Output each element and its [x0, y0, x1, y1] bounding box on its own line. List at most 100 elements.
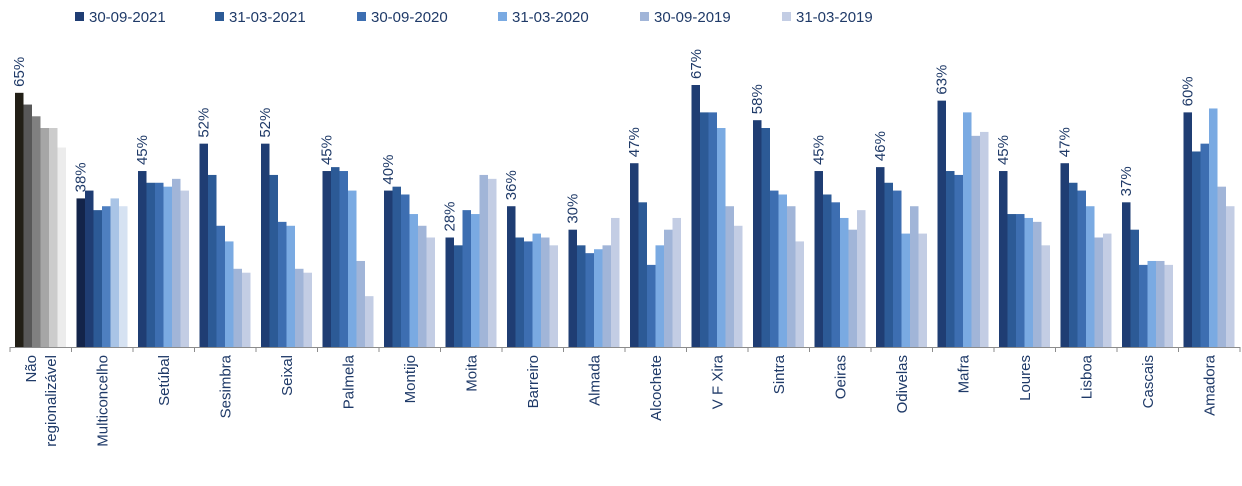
bar	[1217, 186, 1226, 347]
x-axis-ticks: Não regionalizável Multiconcelho Setúbal Ses…	[9, 347, 1241, 447]
data-label: 60%	[1180, 76, 1197, 106]
bar	[392, 186, 401, 347]
bar	[1209, 108, 1218, 348]
bar	[963, 112, 972, 347]
data-label: 63%	[934, 65, 951, 95]
bar	[40, 128, 49, 347]
bar	[1069, 182, 1078, 347]
bar	[471, 214, 480, 347]
bar	[884, 182, 893, 347]
bar	[630, 163, 639, 347]
bar	[515, 237, 524, 347]
bar	[348, 190, 357, 347]
bar	[1033, 221, 1042, 347]
bar	[356, 260, 365, 347]
bar	[734, 225, 743, 347]
data-label: 46%	[872, 131, 889, 161]
bar	[778, 194, 787, 347]
bar	[857, 210, 866, 347]
bar	[454, 245, 463, 347]
category-label: Barreiro	[525, 355, 542, 408]
bar	[725, 206, 734, 347]
bar	[93, 210, 102, 347]
bar	[1016, 214, 1025, 347]
category-label: Não	[23, 355, 40, 383]
data-label: 45%	[995, 135, 1012, 165]
data-label: 40%	[380, 155, 397, 185]
bar	[1103, 233, 1112, 347]
bar	[462, 210, 471, 347]
legend-label: 30-09-2020	[371, 9, 448, 26]
bar	[242, 272, 251, 347]
bar	[770, 190, 779, 347]
bar	[700, 112, 709, 347]
legend-label: 31-03-2019	[796, 9, 873, 26]
data-label: 45%	[134, 135, 151, 165]
bar	[664, 229, 673, 347]
bar	[57, 147, 66, 347]
data-label: 52%	[257, 108, 274, 138]
bar	[577, 245, 586, 347]
bar	[172, 178, 181, 347]
category-label: Odivelas	[894, 355, 911, 413]
data-label: 65%	[11, 57, 28, 87]
bar	[155, 182, 164, 347]
bar	[541, 237, 550, 347]
data-label: 52%	[196, 108, 213, 138]
bar	[876, 167, 885, 347]
data-label: 45%	[811, 135, 828, 165]
legend-label: 31-03-2020	[512, 9, 589, 26]
bar	[638, 202, 647, 347]
bar	[1122, 202, 1131, 347]
bar	[1007, 214, 1016, 347]
bar	[445, 237, 454, 347]
category-label: Moita	[463, 354, 480, 391]
bar	[937, 100, 946, 348]
bar	[893, 190, 902, 347]
bar	[717, 128, 726, 347]
data-label: 30%	[565, 194, 582, 224]
bar	[180, 190, 189, 347]
bar	[1086, 206, 1095, 347]
bar	[1156, 260, 1165, 347]
bar	[524, 241, 533, 347]
bar	[946, 171, 955, 347]
bar	[32, 116, 41, 347]
data-label: 37%	[1118, 166, 1135, 196]
category-label: Multiconcelho	[94, 355, 111, 447]
bar	[1164, 264, 1173, 347]
category-label: Lisboa	[1078, 354, 1095, 399]
bar	[426, 237, 435, 347]
bar	[1077, 190, 1086, 347]
bar	[23, 104, 32, 347]
data-labels: 65% 38% 45% 52% 52% 45% 40% 28% 36% 30% 47% 67% 58% 4…	[11, 49, 1197, 232]
bar	[322, 171, 331, 347]
legend-label: 30-09-2019	[654, 9, 731, 26]
bar	[278, 221, 287, 347]
category-label: Setúbal	[156, 355, 173, 406]
bar	[795, 241, 804, 347]
bar	[901, 233, 910, 347]
bar	[954, 174, 963, 347]
legend-swatch	[75, 12, 84, 21]
category-label: Seixal	[279, 355, 296, 396]
category-label: Palmela	[340, 354, 357, 409]
bar	[49, 128, 58, 347]
data-label: 47%	[1057, 127, 1074, 157]
category-label: Amadora	[1201, 354, 1218, 416]
bar	[110, 198, 119, 347]
bars	[15, 85, 1235, 348]
bar	[672, 217, 681, 347]
bar	[647, 264, 656, 347]
bar	[761, 128, 770, 347]
legend-swatch	[498, 12, 507, 21]
bar	[918, 233, 927, 347]
bar	[602, 245, 611, 347]
data-label: 36%	[503, 170, 520, 200]
legend-swatch	[357, 12, 366, 21]
bar	[691, 85, 700, 347]
bar	[1060, 163, 1069, 347]
legend-swatch	[640, 12, 649, 21]
bar	[840, 217, 849, 347]
bar	[85, 190, 94, 347]
